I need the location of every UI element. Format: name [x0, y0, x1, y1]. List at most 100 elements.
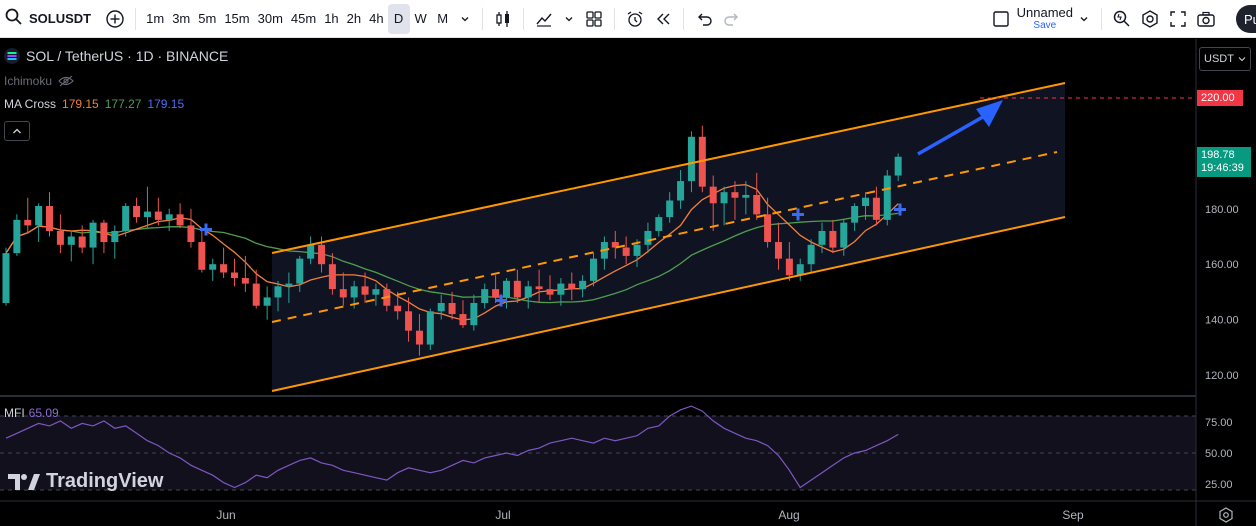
publish-button[interactable]: Pu [1236, 5, 1256, 33]
chart-area[interactable]: 180.00 160.00 140.00 120.00 75.00 50.00 25.00 J… [0, 39, 1256, 526]
layout-name-button[interactable]: Unnamed Save [1017, 6, 1073, 32]
toolbar-divider [1101, 7, 1102, 30]
compare-add-button[interactable] [101, 4, 129, 34]
candle-body [2, 253, 10, 303]
candle-body [611, 242, 619, 248]
quick-search-icon [1113, 10, 1130, 27]
timeframe-2h[interactable]: 2h [346, 11, 362, 26]
search-icon [4, 7, 24, 30]
projection-arrow[interactable] [917, 112, 989, 156]
symbol-search[interactable]: SOLUSDT [0, 7, 101, 30]
timeframe-45m[interactable]: 45m [290, 11, 317, 26]
candle-body [709, 186, 717, 204]
timeframe-3m[interactable]: 3m [172, 11, 191, 26]
candle-body [252, 283, 260, 306]
indicators-icon [536, 13, 552, 27]
toolbar-divider [613, 7, 615, 30]
candle-body [568, 283, 576, 290]
timeframe-1m[interactable]: 1m [146, 11, 165, 26]
candle-body [524, 286, 532, 298]
price-tick-label: 160.00 [1205, 259, 1239, 271]
candle-body [818, 230, 826, 245]
timeframe-15m[interactable]: 15m [224, 11, 250, 26]
candle-body [720, 192, 728, 204]
ichimoku-legend[interactable]: Ichimoku [4, 74, 74, 88]
ma-cross-legend[interactable]: MA Cross 179.15 177.27 179.15 [4, 97, 184, 111]
timeframe-d[interactable]: D [387, 3, 410, 34]
cross-marker [796, 208, 800, 221]
candle-body [111, 230, 119, 243]
candle-body [307, 244, 315, 259]
mfi-tick-label: 25.00 [1205, 479, 1233, 491]
collapse-legend-button[interactable] [4, 121, 30, 141]
candle-body [46, 206, 54, 231]
tradingview-logo[interactable]: TradingView [8, 470, 163, 493]
candle-body [154, 211, 162, 220]
undo-icon [697, 13, 712, 26]
fullscreen-button[interactable] [1164, 4, 1192, 34]
candle-body [241, 278, 249, 284]
indicators-button[interactable] [530, 4, 558, 34]
candle-body [851, 206, 859, 223]
layout-button[interactable] [987, 4, 1015, 34]
mfi-pane [0, 405, 1196, 491]
candle-body [622, 247, 630, 256]
mfi-tick-label: 75.00 [1205, 417, 1233, 429]
candle-body [687, 136, 695, 182]
candle-body [100, 222, 108, 243]
projection-arrowhead [976, 100, 1003, 127]
candle-body [470, 302, 478, 326]
alert-button[interactable] [621, 4, 649, 34]
mfi-legend[interactable]: MFI 65.09 [4, 406, 59, 420]
candle-body [426, 311, 434, 345]
candle-body [829, 230, 837, 248]
timeframe-5m[interactable]: 5m [198, 11, 217, 26]
candles-icon [495, 10, 509, 27]
settings-button[interactable] [1136, 4, 1164, 34]
ma-cross-markers [200, 203, 906, 307]
ma-slow-value: 177.27 [104, 97, 142, 111]
candle-body [774, 242, 782, 259]
candle-body [742, 194, 750, 198]
quick-search-button[interactable] [1108, 4, 1136, 34]
replay-button[interactable] [649, 4, 677, 34]
channel-upper-line[interactable] [271, 82, 1066, 254]
undo-button[interactable] [690, 4, 718, 34]
candle-body [513, 280, 521, 298]
candle-body [633, 244, 641, 256]
mfi-line [5, 405, 899, 489]
candle-type-button[interactable] [489, 4, 517, 34]
overlay-drawings [200, 82, 1196, 392]
candle-body [24, 219, 32, 226]
timeframe-w[interactable]: W [414, 11, 427, 26]
snapshot-button[interactable] [1192, 4, 1220, 34]
currency-select[interactable]: USDT [1199, 47, 1251, 71]
channel-middle-line[interactable] [271, 151, 1058, 323]
timeframe-m[interactable]: M [437, 11, 449, 26]
chevron-up-icon [13, 128, 21, 134]
timeframe-30m[interactable]: 30m [257, 11, 283, 26]
mfi-tick-label: 50.00 [1205, 448, 1233, 460]
timeframe-1h[interactable]: 1h [324, 11, 339, 26]
redo-button[interactable] [718, 4, 746, 34]
chart-canvas: 180.00 160.00 140.00 120.00 75.00 50.00 25.00 J… [0, 39, 1256, 526]
current-price: 198.78 [1201, 149, 1235, 161]
indicators-dropdown[interactable] [558, 4, 580, 34]
eye-hidden-icon[interactable] [58, 75, 74, 87]
ma-cross-value: 179.15 [147, 97, 185, 111]
tradingview-logo-icon [8, 473, 40, 490]
symbol-legend[interactable]: SOL / TetherUS · 1D · BINANCE [4, 48, 228, 64]
gear-icon[interactable] [1218, 507, 1234, 523]
ichimoku-label: Ichimoku [4, 74, 53, 88]
candle-body [143, 211, 151, 218]
gear-icon [1142, 9, 1158, 28]
save-link[interactable]: Save [1033, 19, 1057, 31]
candle-body [209, 264, 217, 270]
timeframe-4h[interactable]: 4h [369, 11, 384, 26]
candle-body [415, 330, 423, 345]
bar-countdown: 19:46:39 [1201, 162, 1244, 174]
templates-button[interactable] [580, 4, 608, 34]
layout-dropdown[interactable] [1073, 4, 1095, 34]
timeframe-dropdown[interactable] [454, 4, 476, 34]
channel-lower-line[interactable] [271, 216, 1066, 392]
